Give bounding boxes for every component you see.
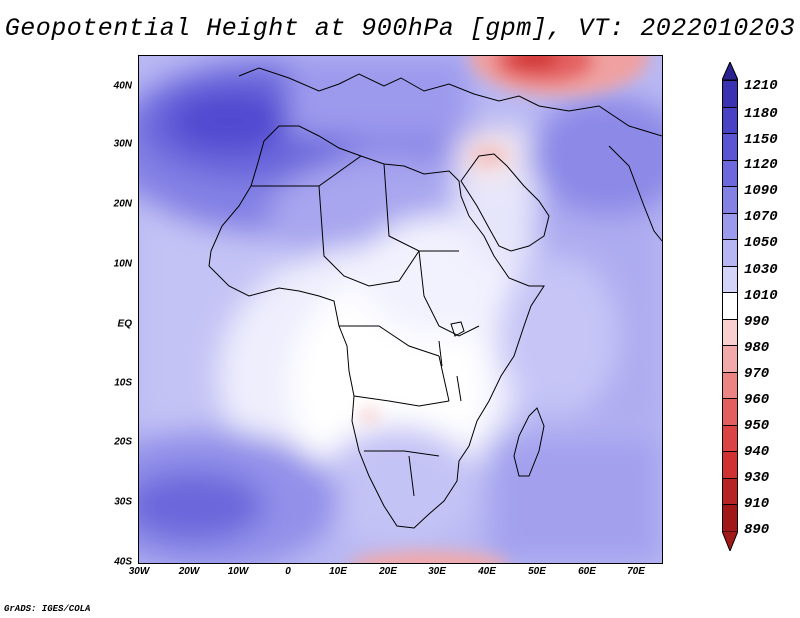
colorbar-label-1180: 1180	[744, 106, 778, 122]
colorbar-label-1120: 1120	[744, 157, 778, 173]
lat-label-30s: 30S	[114, 496, 132, 508]
colorbar-box	[722, 106, 738, 134]
colorbar-box	[722, 212, 738, 240]
colorbar-box	[722, 239, 738, 266]
lon-label-20w: 20W	[178, 566, 200, 577]
colorbar-label-890: 890	[744, 522, 770, 538]
colorbar-box	[722, 265, 738, 293]
lat-label-eq: EQ	[117, 318, 132, 330]
lat-label-40s: 40S	[114, 556, 132, 568]
colorbar-box	[722, 318, 738, 346]
colorbar-label-950: 950	[744, 418, 770, 434]
colorbar-label-1210: 1210	[744, 78, 778, 94]
lon-label-40e: 40E	[478, 566, 496, 577]
lon-label-70e: 70E	[627, 566, 645, 577]
lon-label-50e: 50E	[528, 566, 546, 577]
lon-label-30e: 30E	[428, 566, 446, 577]
coastlines	[208, 67, 662, 529]
lon-label-60e: 60E	[578, 566, 596, 577]
colorbar-label-970: 970	[744, 366, 770, 382]
colorbar-box	[722, 451, 738, 478]
lat-label-30n: 30N	[113, 138, 132, 150]
colorbar-box	[722, 477, 738, 505]
colorbar-label-910: 910	[744, 496, 770, 512]
footer-credit: GrADS: IGES/COLA	[4, 604, 91, 614]
colorbar-box	[722, 424, 738, 452]
lat-label-20n: 20N	[113, 198, 132, 210]
colorbar-label-990: 990	[744, 314, 770, 330]
colorbar-label-1030: 1030	[744, 262, 778, 278]
colorbar-label-1010: 1010	[744, 288, 778, 304]
map-title: Geopotential Height at 900hPa [gpm], VT:…	[4, 14, 796, 43]
colorbar-label-1150: 1150	[744, 132, 778, 148]
lon-label-0: 0	[285, 566, 291, 577]
colorbar-box	[722, 80, 738, 107]
colorbar-label-930: 930	[744, 470, 770, 486]
colorbar-box	[722, 504, 738, 531]
colorbar-label-1070: 1070	[744, 209, 778, 225]
colorbar-bottom-arrow	[722, 531, 738, 551]
lat-label-10s: 10S	[114, 377, 132, 389]
map-svg	[139, 56, 662, 563]
colorbar-box	[722, 159, 738, 187]
height-field	[139, 56, 662, 563]
colorbar-label-980: 980	[744, 340, 770, 356]
low-pressure-field	[350, 56, 649, 563]
colorbar-label-1050: 1050	[744, 235, 778, 251]
lat-label-40n: 40N	[113, 80, 132, 92]
colorbar-box	[722, 371, 738, 399]
colorbar-label-960: 960	[744, 392, 770, 408]
lon-label-10w: 10W	[227, 566, 249, 577]
map-panel[interactable]	[138, 55, 663, 564]
colorbar-box	[722, 292, 738, 319]
colorbar-box	[722, 186, 738, 213]
colorbar-label-1090: 1090	[744, 183, 778, 199]
colorbar-box	[722, 133, 738, 160]
lon-label-30w: 30W	[128, 566, 150, 577]
colorbar-box	[722, 345, 738, 372]
colorbar-top-arrow	[722, 62, 738, 80]
colorbar-box	[722, 398, 738, 425]
colorbar-label-940: 940	[744, 444, 770, 460]
lon-label-20e: 20E	[379, 566, 397, 577]
lat-label-20s: 20S	[114, 436, 132, 448]
lat-label-10n: 10N	[113, 258, 132, 270]
lon-label-10e: 10E	[329, 566, 347, 577]
